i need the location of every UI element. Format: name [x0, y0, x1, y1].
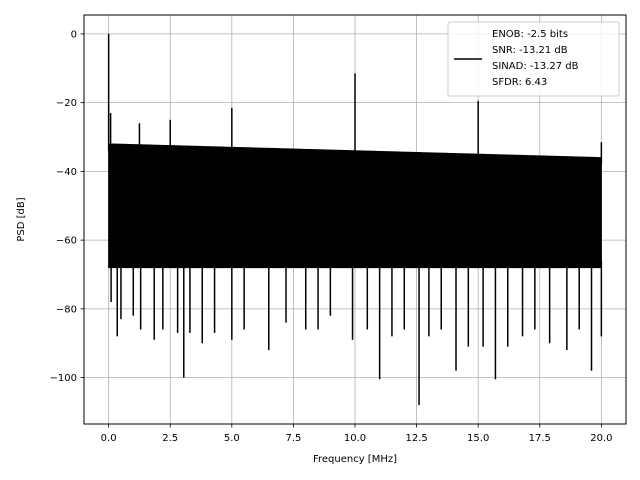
- x-tick-label: 10.0: [344, 433, 366, 444]
- y-tick-label: −60: [56, 236, 77, 247]
- x-tick-label: 7.5: [285, 433, 301, 444]
- x-tick-label: 0.0: [101, 433, 117, 444]
- y-tick-label: −80: [56, 304, 77, 315]
- legend: ENOB: -2.5 bits SNR: -13.21 dB SINAD: -1…: [447, 21, 620, 97]
- psd-series: [107, 33, 603, 406]
- y-tick-label: −40: [56, 167, 77, 178]
- legend-sinad: SINAD: -13.27 dB: [492, 61, 579, 72]
- x-axis-ticks: 0.0 2.5 5.0 7.5 10.0 12.5 15.0 17.5 20.0: [101, 424, 612, 444]
- x-tick-label: 17.5: [529, 433, 551, 444]
- legend-sfdr: SFDR: 6.43: [492, 77, 547, 88]
- x-tick-label: 2.5: [162, 433, 178, 444]
- x-tick-label: 20.0: [590, 433, 612, 444]
- legend-enob: ENOB: -2.5 bits: [492, 29, 568, 40]
- x-axis-title: Frequency [MHz]: [313, 454, 397, 465]
- legend-box: [447, 21, 620, 97]
- y-tick-label: 0: [71, 29, 77, 40]
- noise-floor-band: [108, 143, 602, 269]
- y-axis-title: PSD [dB]: [16, 197, 27, 241]
- y-tick-label: −100: [50, 373, 77, 384]
- x-tick-label: 12.5: [405, 433, 427, 444]
- x-tick-label: 5.0: [224, 433, 240, 444]
- y-axis-ticks: 0 −20 −40 −60 −80 −100: [50, 29, 84, 384]
- x-tick-label: 15.0: [467, 433, 489, 444]
- y-tick-label: −20: [56, 98, 77, 109]
- legend-snr: SNR: -13.21 dB: [492, 45, 568, 56]
